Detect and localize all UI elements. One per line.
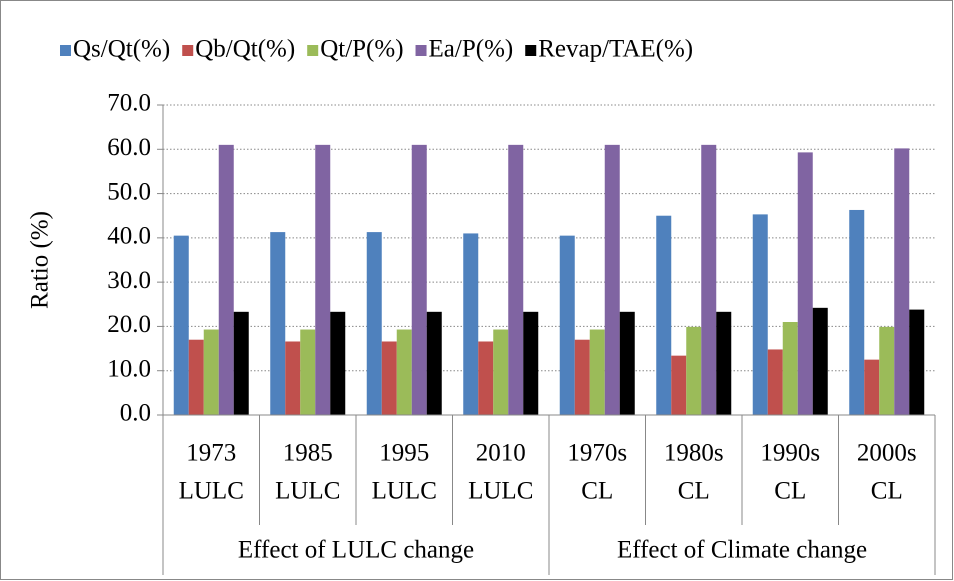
bar (508, 144, 524, 415)
y-tick-label: 50.0 (107, 178, 151, 205)
bar (203, 329, 219, 415)
bar (782, 322, 798, 415)
x-tick-label: CL (678, 478, 710, 505)
bar (426, 311, 442, 415)
legend-swatch (307, 45, 319, 56)
bar (812, 307, 828, 415)
bar (366, 232, 382, 415)
bar (752, 214, 768, 415)
y-tick-label: 10.0 (107, 355, 151, 382)
bar (396, 329, 412, 415)
bar (315, 144, 331, 415)
bar (864, 359, 880, 415)
legend-label: Revap/TAE(%) (538, 36, 693, 63)
bar (478, 341, 494, 415)
bar (686, 326, 702, 415)
bar (173, 235, 189, 415)
bar (381, 341, 397, 415)
x-tick-label: LULC (179, 478, 244, 505)
bar (493, 329, 509, 415)
bar (188, 339, 204, 415)
legend-swatch (182, 45, 194, 56)
legend-label: Qb/Qt(%) (195, 36, 295, 63)
bar (300, 329, 316, 415)
bar (716, 311, 732, 415)
bar (767, 349, 783, 415)
x-tick-label: 1985 (283, 440, 333, 467)
x-tick-label: 1970s (567, 440, 627, 467)
bar (411, 144, 427, 415)
y-tick-label: 20.0 (107, 311, 151, 338)
y-tick-label: 60.0 (107, 134, 151, 161)
legend-label: Ea/P(%) (429, 36, 514, 63)
x-tick-label: 2010 (476, 440, 526, 467)
x-tick-label: CL (871, 478, 903, 505)
x-tick-label: CL (581, 478, 613, 505)
bar (270, 232, 286, 415)
bar (559, 235, 575, 415)
x-tick-label: 1995 (379, 440, 429, 467)
bar (330, 311, 346, 415)
bar (656, 215, 672, 415)
bar (879, 326, 895, 415)
bar (574, 339, 590, 415)
legend-swatch (525, 45, 537, 56)
y-tick-label: 70.0 (107, 90, 151, 117)
x-tick-label: LULC (275, 478, 340, 505)
x-tick-label: LULC (372, 478, 437, 505)
bar (619, 311, 635, 415)
bar (797, 152, 813, 415)
bar (849, 209, 865, 415)
x-tick-label: CL (774, 478, 806, 505)
x-tick-label: LULC (468, 478, 533, 505)
bar (285, 341, 301, 415)
x-tick-label: 2000s (857, 440, 917, 467)
y-tick-label: 30.0 (107, 267, 151, 294)
x-tick-label: 1980s (664, 440, 724, 467)
legend-label: Qs/Qt(%) (73, 36, 170, 63)
bar (604, 144, 620, 415)
bar (463, 233, 479, 415)
legend-swatch (60, 45, 71, 56)
bar (909, 309, 925, 415)
group-label: Effect of Climate change (617, 537, 867, 564)
x-tick-label: 1973 (186, 440, 236, 467)
legend-swatch (415, 45, 427, 56)
bar (894, 148, 910, 415)
y-axis-label: Ratio (%) (27, 211, 54, 309)
y-tick-label: 0.0 (120, 400, 151, 427)
legend-label: Qt/P(%) (320, 36, 403, 63)
y-tick-label: 40.0 (107, 223, 151, 250)
bar (671, 355, 687, 415)
bar (701, 144, 717, 415)
x-tick-label: 1990s (760, 440, 820, 467)
group-label: Effect of LULC change (238, 537, 474, 564)
bar (218, 144, 234, 415)
bar (233, 311, 249, 415)
bar (589, 329, 605, 415)
bar (523, 311, 539, 415)
